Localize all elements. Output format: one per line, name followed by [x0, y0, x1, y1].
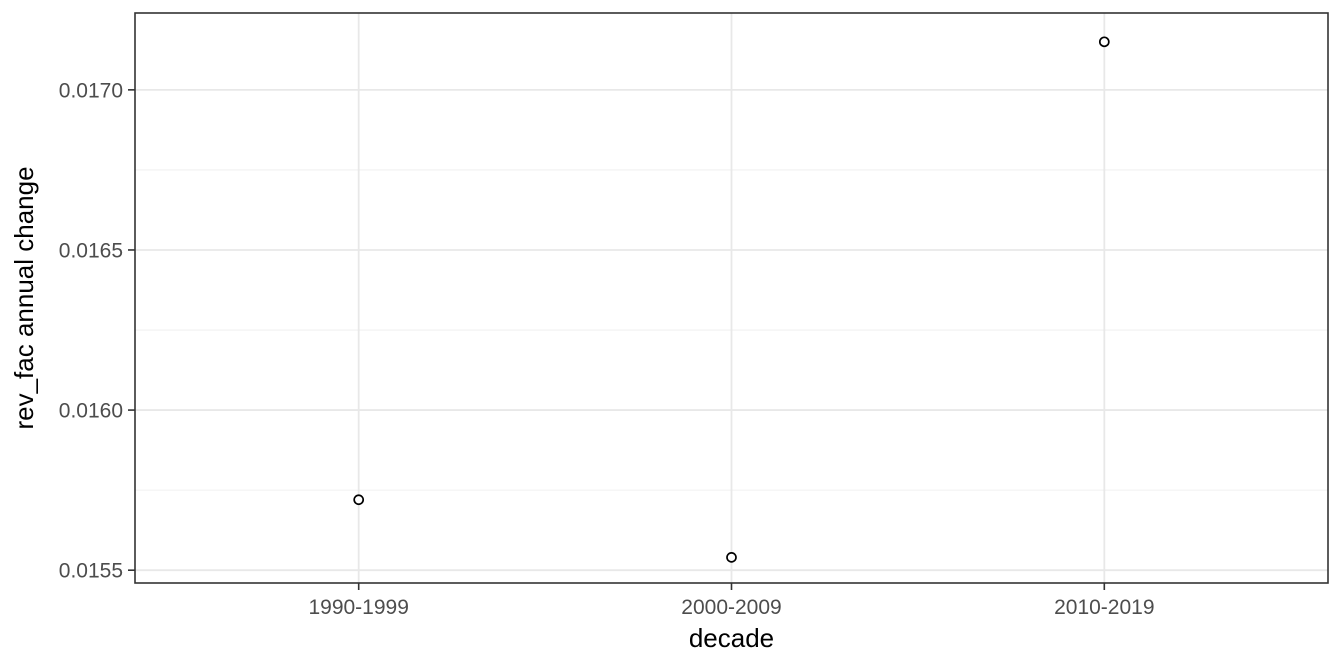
y-axis-tick-label: 0.0165 — [59, 239, 123, 262]
data-point — [353, 494, 365, 506]
y-axis-tick-label: 0.0155 — [59, 560, 123, 583]
y-axis-title: rev_fac annual change — [9, 166, 39, 429]
y-axis-tick-label: 0.0160 — [59, 400, 123, 423]
y-axis-tick-label: 0.0170 — [59, 79, 123, 102]
x-axis-tick-label: 2000-2009 — [681, 596, 781, 619]
x-axis-tick-label: 1990-1999 — [308, 596, 408, 619]
x-axis-tick-label: 2010-2019 — [1054, 596, 1154, 619]
data-point — [726, 552, 737, 563]
data-point — [1098, 36, 1110, 48]
x-axis-title: decade — [689, 623, 774, 653]
